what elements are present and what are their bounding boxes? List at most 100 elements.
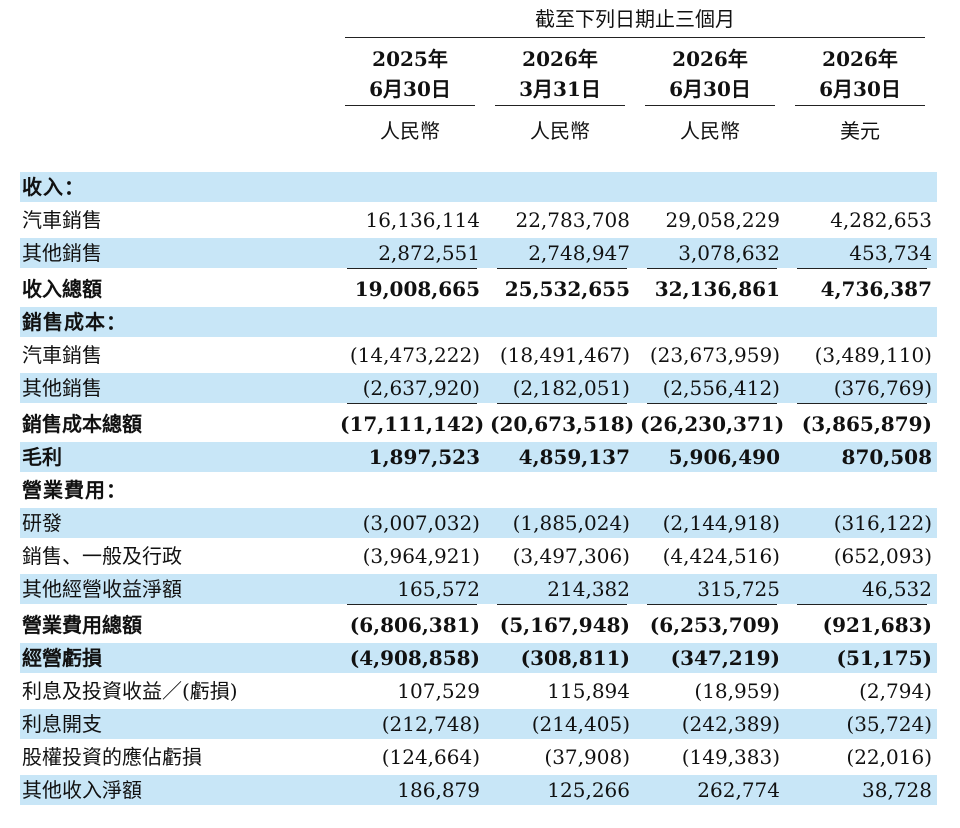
row-value: (2,794): [859, 679, 932, 703]
subtotal-rule: [797, 268, 927, 269]
row-value: (3,007,032): [362, 511, 480, 535]
row-label: 毛利: [22, 445, 62, 469]
column-year: 2026年: [672, 47, 748, 71]
row-label: 其他收入淨額: [22, 778, 142, 802]
table-row: 收入：: [0, 172, 960, 202]
subtotal-rule: [647, 268, 777, 269]
row-value: (212,748): [381, 712, 480, 736]
row-value: (2,637,920): [362, 376, 480, 400]
row-value: 453,734: [849, 241, 932, 265]
subtotal-rule: [497, 604, 627, 605]
column-header-3: 2026年 6月30日 人民幣: [645, 44, 775, 146]
row-label: 其他銷售: [22, 241, 102, 265]
row-value: (316,122): [833, 511, 932, 535]
row-value: 2,748,947: [528, 241, 630, 265]
row-value: (20,673,518): [490, 412, 635, 436]
table-row: 其他銷售 (2,637,920) (2,182,051) (2,556,412) (37…: [0, 373, 960, 403]
row-shading: [20, 574, 937, 604]
row-shading: [20, 307, 937, 337]
row-value: 1,897,523: [368, 445, 480, 469]
row-value: 4,736,387: [820, 277, 932, 301]
row-value: 38,728: [862, 778, 932, 802]
table-row: 汽車銷售 16,136,114 22,783,708 29,058,229 4,282,…: [0, 205, 960, 235]
row-value: 3,078,632: [678, 241, 780, 265]
row-label: 利息及投資收益／(虧損): [22, 679, 238, 703]
row-value: (5,167,948): [499, 613, 630, 637]
row-value: (2,144,918): [662, 511, 780, 535]
row-label: 其他經營收益淨額: [22, 577, 182, 601]
row-label: 汽車銷售: [22, 343, 102, 367]
table-row: 營業費用：: [0, 475, 960, 505]
row-value: 4,859,137: [518, 445, 630, 469]
row-value: (14,473,222): [349, 343, 480, 367]
row-shading: [20, 172, 937, 202]
column-year: 2026年: [822, 47, 898, 71]
table-row: 研發 (3,007,032) (1,885,024) (2,144,918) (316,…: [0, 508, 960, 538]
table-row: 利息開支 (212,748) (214,405) (242,389) (35,724): [0, 709, 960, 739]
column-year: 2025年: [372, 47, 448, 71]
table-row: 銷售成本：: [0, 307, 960, 337]
row-value: (17,111,142): [340, 412, 485, 436]
row-shading: [20, 643, 937, 673]
row-value: (4,908,858): [349, 646, 480, 670]
table-row: 收入總額 19,008,665 25,532,655 32,136,861 4,736,…: [0, 268, 960, 304]
row-label: 營業費用：: [22, 478, 127, 502]
subtotal-rule: [347, 403, 477, 404]
column-date: 6月30日: [369, 77, 451, 101]
row-value: 186,879: [397, 778, 480, 802]
column-currency: 人民幣: [680, 119, 740, 143]
row-value: (35,724): [846, 712, 932, 736]
row-value: (149,383): [681, 745, 780, 769]
row-value: (37,908): [544, 745, 630, 769]
column-rule: [345, 105, 475, 106]
period-rule: [345, 37, 925, 38]
row-value: 115,894: [547, 679, 630, 703]
row-value: 125,266: [547, 778, 630, 802]
row-value: (4,424,516): [662, 544, 780, 568]
subtotal-rule: [347, 604, 477, 605]
row-value: 46,532: [862, 577, 932, 601]
row-label: 營業費用總額: [22, 613, 142, 637]
row-shading: [20, 709, 937, 739]
row-value: 107,529: [397, 679, 480, 703]
row-shading: [20, 508, 937, 538]
table-row: 股權投資的應佔虧損 (124,664) (37,908) (149,383) (22,0…: [0, 742, 960, 772]
row-value: 5,906,490: [668, 445, 780, 469]
row-value: (3,497,306): [512, 544, 630, 568]
row-label: 汽車銷售: [22, 208, 102, 232]
table-row: 其他銷售 2,872,551 2,748,947 3,078,632 453,734: [0, 238, 960, 268]
row-shading: [20, 238, 937, 268]
subtotal-rule: [347, 268, 477, 269]
row-value: 214,382: [547, 577, 630, 601]
row-value: (242,389): [681, 712, 780, 736]
row-value: (3,964,921): [362, 544, 480, 568]
row-value: (1,885,024): [512, 511, 630, 535]
row-value: (26,230,371): [640, 412, 785, 436]
row-value: (308,811): [520, 646, 630, 670]
column-header-2: 2026年 3月31日 人民幣: [495, 44, 625, 146]
table-row: 經營虧損 (4,908,858) (308,811) (347,219) (51,175…: [0, 643, 960, 673]
row-value: (214,405): [531, 712, 630, 736]
row-label: 其他銷售: [22, 376, 102, 400]
row-shading: [20, 373, 937, 403]
row-value: 25,532,655: [504, 277, 630, 301]
column-header-1: 2025年 6月30日 人民幣: [345, 44, 475, 146]
row-value: (652,093): [833, 544, 932, 568]
subtotal-rule: [797, 604, 927, 605]
row-label: 銷售成本：: [22, 310, 127, 334]
column-currency: 人民幣: [380, 119, 440, 143]
row-value: (2,556,412): [662, 376, 780, 400]
column-currency: 美元: [840, 119, 880, 143]
table-row: 銷售、一般及行政 (3,964,921) (3,497,306) (4,424,516…: [0, 541, 960, 571]
row-label: 銷售、一般及行政: [22, 544, 182, 568]
column-date: 3月31日: [519, 77, 601, 101]
table-row: 營業費用總額 (6,806,381) (5,167,948) (6,253,709) (…: [0, 604, 960, 640]
subtotal-rule: [647, 403, 777, 404]
column-year: 2026年: [522, 47, 598, 71]
table-row: 銷售成本總額 (17,111,142) (20,673,518) (26,230,37…: [0, 403, 960, 439]
column-date: 6月30日: [819, 77, 901, 101]
column-rule: [495, 105, 625, 106]
statement-rows: 收入： 汽車銷售 16,136,114 22,783,708 29,058,229 4,2…: [0, 172, 960, 808]
row-value: (23,673,959): [649, 343, 780, 367]
